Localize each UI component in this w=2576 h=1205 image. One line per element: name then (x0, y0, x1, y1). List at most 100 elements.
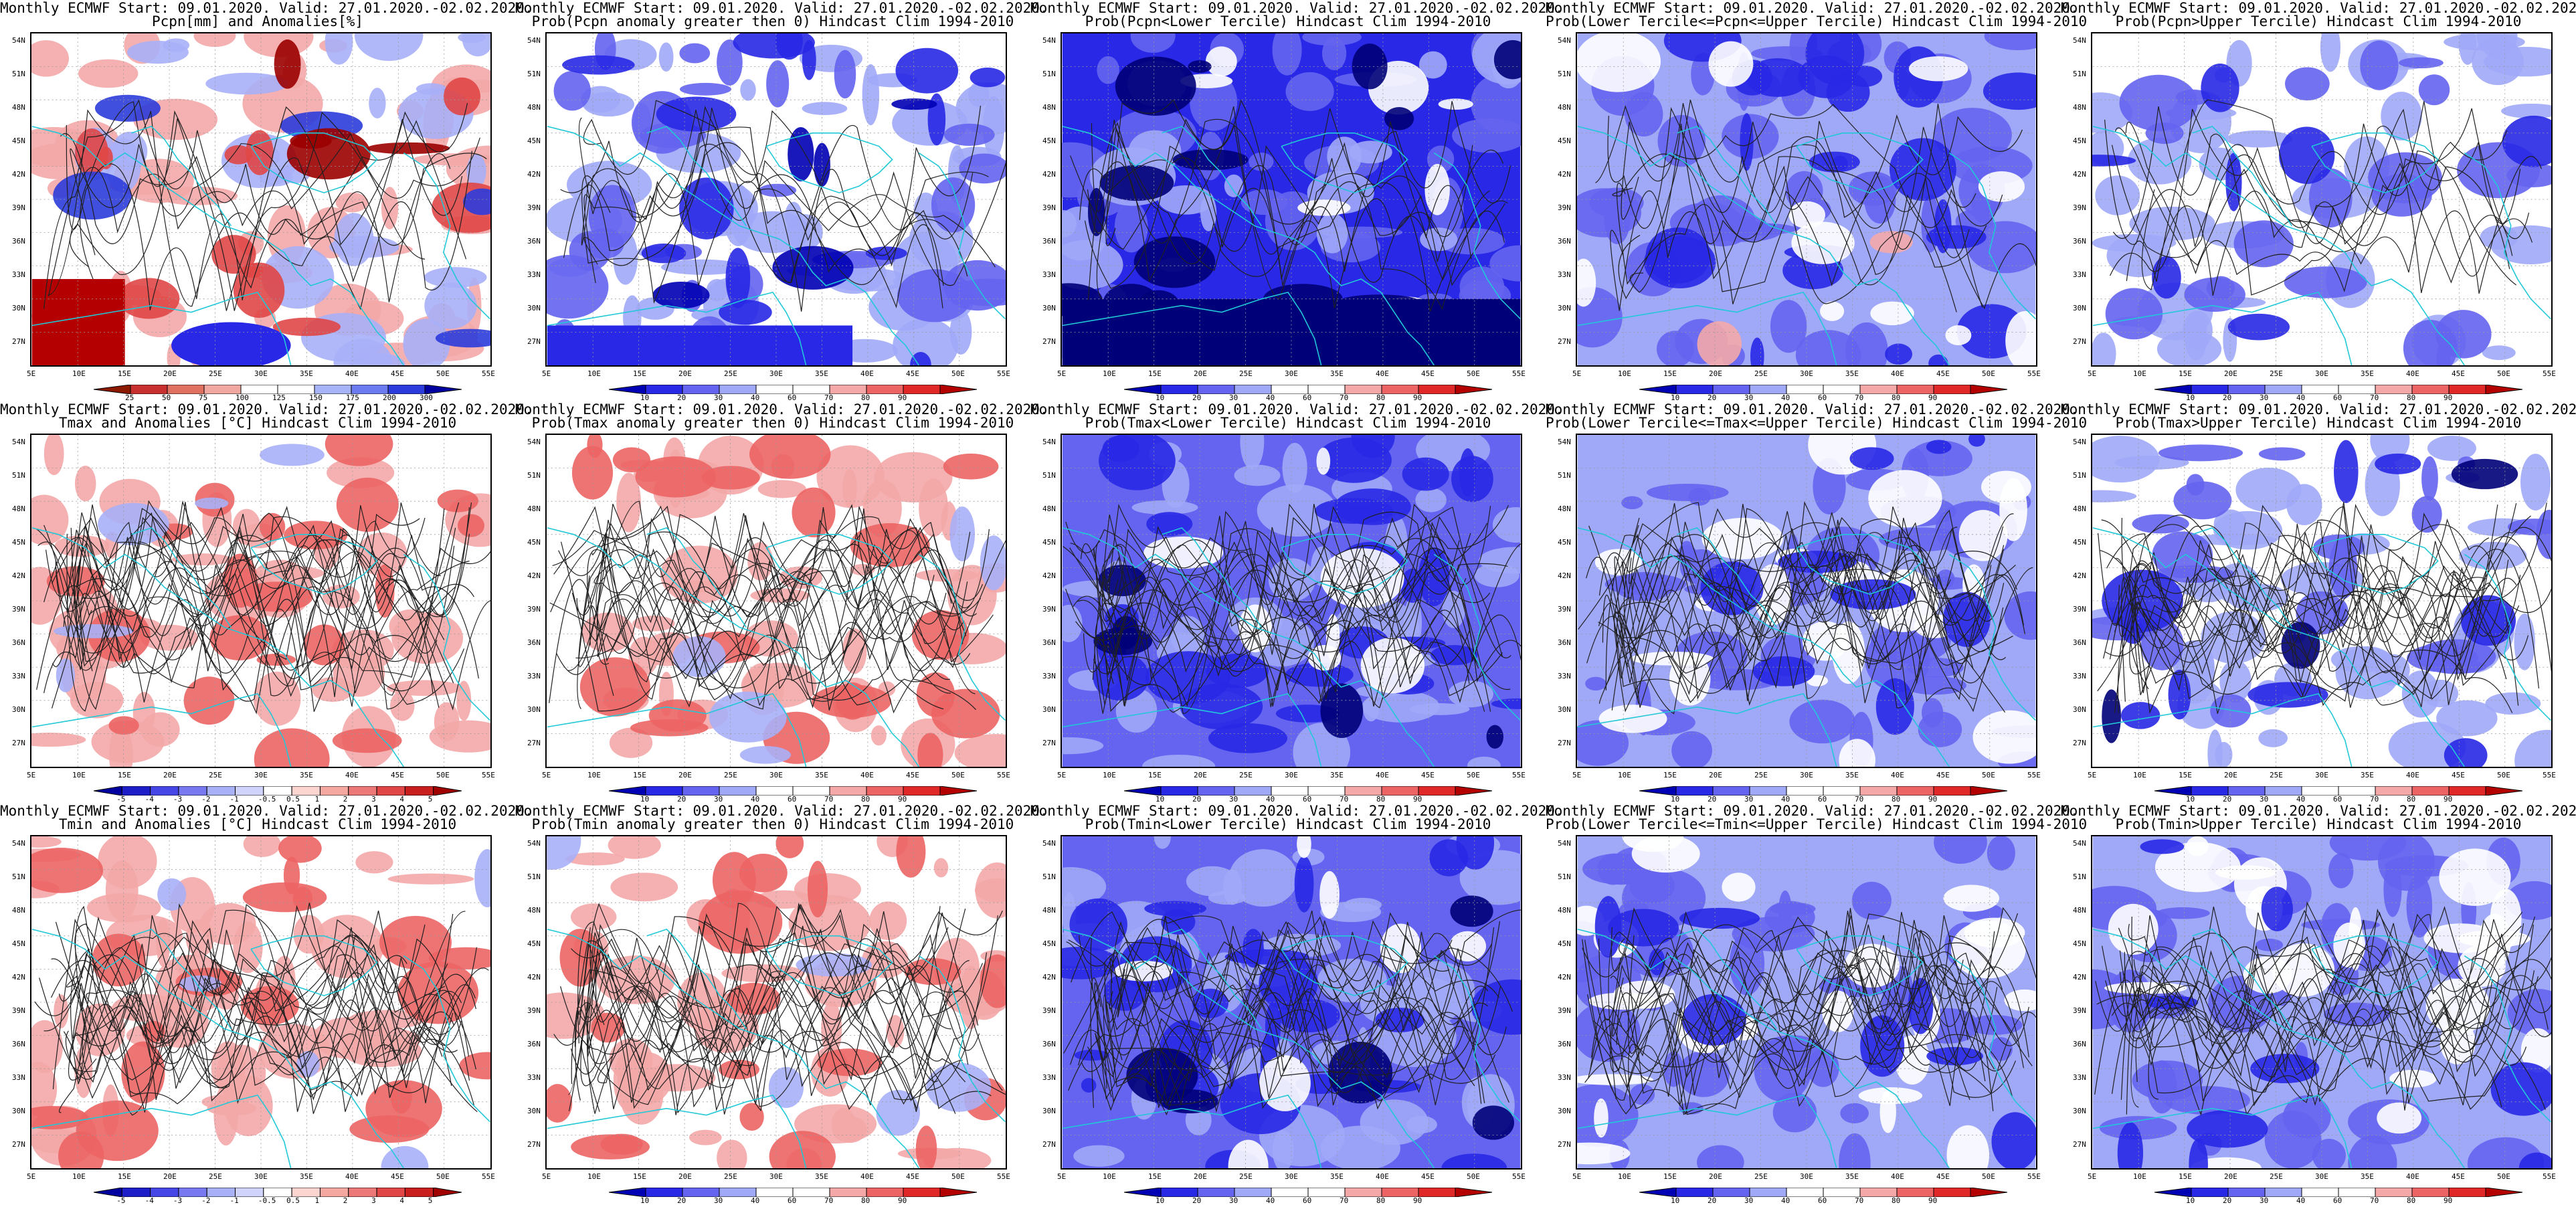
longitude-label: 50E (1982, 771, 1995, 779)
colorbar-tick-label: 40 (1266, 795, 1275, 804)
latitude-label: 27N (12, 1140, 25, 1149)
colorbar-tick-label: 20 (1192, 1196, 1202, 1205)
longitude-label: 35E (2361, 1172, 2374, 1181)
colorbar: -5 -4 -3 -2 -1 -0.5 0.5 1 2 3 4 5 (93, 785, 462, 804)
latitude-label: 42N (12, 973, 25, 982)
longitude-label: 35E (1330, 369, 1344, 378)
forecast-map (30, 434, 492, 768)
colorbar-swatch (2485, 1187, 2523, 1198)
colorbar-tick-label: 10 (2186, 1196, 2195, 1205)
colorbar-tick-label: 90 (1928, 1196, 1938, 1205)
latitude-label: 36N (2073, 638, 2086, 647)
latitude-label: 48N (1558, 906, 1571, 915)
colorbar-swatch (1234, 785, 1272, 796)
latitude-label: 51N (527, 471, 541, 480)
longitude-label: 40E (345, 771, 359, 779)
colorbar-swatch (645, 384, 683, 395)
colorbar-swatch (263, 1187, 292, 1198)
longitude-label: 50E (1467, 771, 1480, 779)
longitude-label: 15E (2179, 771, 2192, 779)
colorbar-swatch (755, 785, 794, 796)
latitude-label: 48N (527, 103, 541, 112)
longitude-label: 10E (1618, 369, 1631, 378)
latitude-label: 30N (1558, 304, 1571, 312)
longitude-label: 55E (2027, 369, 2041, 378)
colorbar-tick-label: 2 (343, 795, 348, 804)
colorbar-swatch (682, 384, 720, 395)
colorbar-tick-label: -4 (145, 795, 154, 804)
colorbar-swatch (2338, 1187, 2376, 1198)
colorbar-swatch (1418, 384, 1456, 395)
map-panel: Monthly ECMWF Start: 09.01.2020. Valid: … (0, 401, 533, 804)
longitude-label: 45E (906, 771, 919, 779)
colorbar-tick-label: 25 (125, 393, 134, 402)
colorbar-tick-label: 80 (861, 795, 870, 804)
panel-title-line1: Monthly ECMWF Start: 09.01.2020. Valid: … (1030, 401, 1564, 418)
longitude-label: 30E (1285, 1172, 1298, 1181)
panel-title-line1: Monthly ECMWF Start: 09.01.2020. Valid: … (1546, 401, 2079, 418)
colorbar-tick-label: 60 (1818, 393, 1827, 402)
colorbar-swatch (682, 1187, 720, 1198)
colorbar-swatch (2338, 384, 2376, 395)
colorbar-swatch (433, 1187, 462, 1198)
colorbar-swatch (1823, 785, 1861, 796)
longitude-label: 30E (1800, 771, 1813, 779)
latitude-label: 51N (1042, 70, 1056, 78)
longitude-label: 15E (118, 369, 131, 378)
colorbar-swatch (2301, 785, 2339, 796)
latitude-label: 27N (1558, 1140, 1571, 1149)
colorbar-swatch (1859, 384, 1898, 395)
latitude-label: 45N (527, 136, 541, 145)
colorbar-swatch (1123, 384, 1162, 395)
panel-title-line1: Monthly ECMWF Start: 09.01.2020. Valid: … (0, 803, 533, 819)
longitude-label: 5E (1057, 1172, 1067, 1181)
colorbar: 10 20 30 40 60 70 80 90 (1639, 384, 2008, 402)
longitude-label: 10E (1618, 771, 1631, 779)
latitude-label: 45N (2073, 136, 2086, 145)
colorbar-swatch (130, 384, 168, 395)
latitude-label: 48N (2073, 103, 2086, 112)
latitude-label: 30N (1042, 705, 1056, 714)
colorbar-swatch (319, 1187, 349, 1198)
colorbar-swatch (2485, 785, 2523, 796)
longitude-label: 25E (724, 1172, 737, 1181)
colorbar-swatch (755, 1187, 794, 1198)
longitude-label: 40E (1891, 1172, 1904, 1181)
latitude-label: 45N (1558, 538, 1571, 547)
colorbar-tick-label: 125 (272, 393, 286, 402)
colorbar-tick-label: 60 (2333, 795, 2342, 804)
panel-title-line1: Monthly ECMWF Start: 09.01.2020. Valid: … (1546, 0, 2079, 16)
colorbar-tick-label: 40 (2296, 393, 2306, 402)
longitude-label: 40E (860, 369, 874, 378)
colorbar-swatch (1455, 785, 1493, 796)
colorbar-swatch (1675, 384, 1714, 395)
latitude-label: 45N (12, 136, 25, 145)
latitude-label: 45N (12, 939, 25, 948)
colorbar-swatch (939, 785, 978, 796)
colorbar-tick-label: 1 (314, 795, 320, 804)
colorbar-swatch (2411, 384, 2450, 395)
panel-title-line1: Monthly ECMWF Start: 09.01.2020. Valid: … (0, 401, 533, 418)
latitude-label: 39N (1558, 203, 1571, 212)
colorbar-swatch (1307, 384, 1346, 395)
latitude-label: 39N (527, 605, 541, 614)
latitude-label: 51N (1558, 471, 1571, 480)
colorbar-swatch (206, 785, 236, 796)
longitude-label: 45E (1421, 771, 1435, 779)
panel-title-line1: Monthly ECMWF Start: 09.01.2020. Valid: … (2061, 803, 2576, 819)
colorbar-tick-label: 200 (383, 393, 396, 402)
colorbar-swatch (2338, 785, 2376, 796)
latitude-label: 45N (1042, 136, 1056, 145)
latitude-label: 33N (527, 672, 541, 680)
latitude-label: 36N (2073, 237, 2086, 246)
colorbar-swatch (1160, 785, 1198, 796)
panel-title-line1: Monthly ECMWF Start: 09.01.2020. Valid: … (515, 803, 1048, 819)
longitude-label: 20E (163, 369, 177, 378)
longitude-label: 10E (587, 1172, 601, 1181)
map-panel: Monthly ECMWF Start: 09.01.2020. Valid: … (1030, 0, 1564, 403)
map-panel: Monthly ECMWF Start: 09.01.2020. Valid: … (515, 0, 1048, 403)
colorbar-tick-label: 80 (1376, 1196, 1386, 1205)
colorbar-tick-label: 3 (371, 795, 376, 804)
latitude-label: 39N (527, 203, 541, 212)
colorbar-swatch (291, 785, 320, 796)
